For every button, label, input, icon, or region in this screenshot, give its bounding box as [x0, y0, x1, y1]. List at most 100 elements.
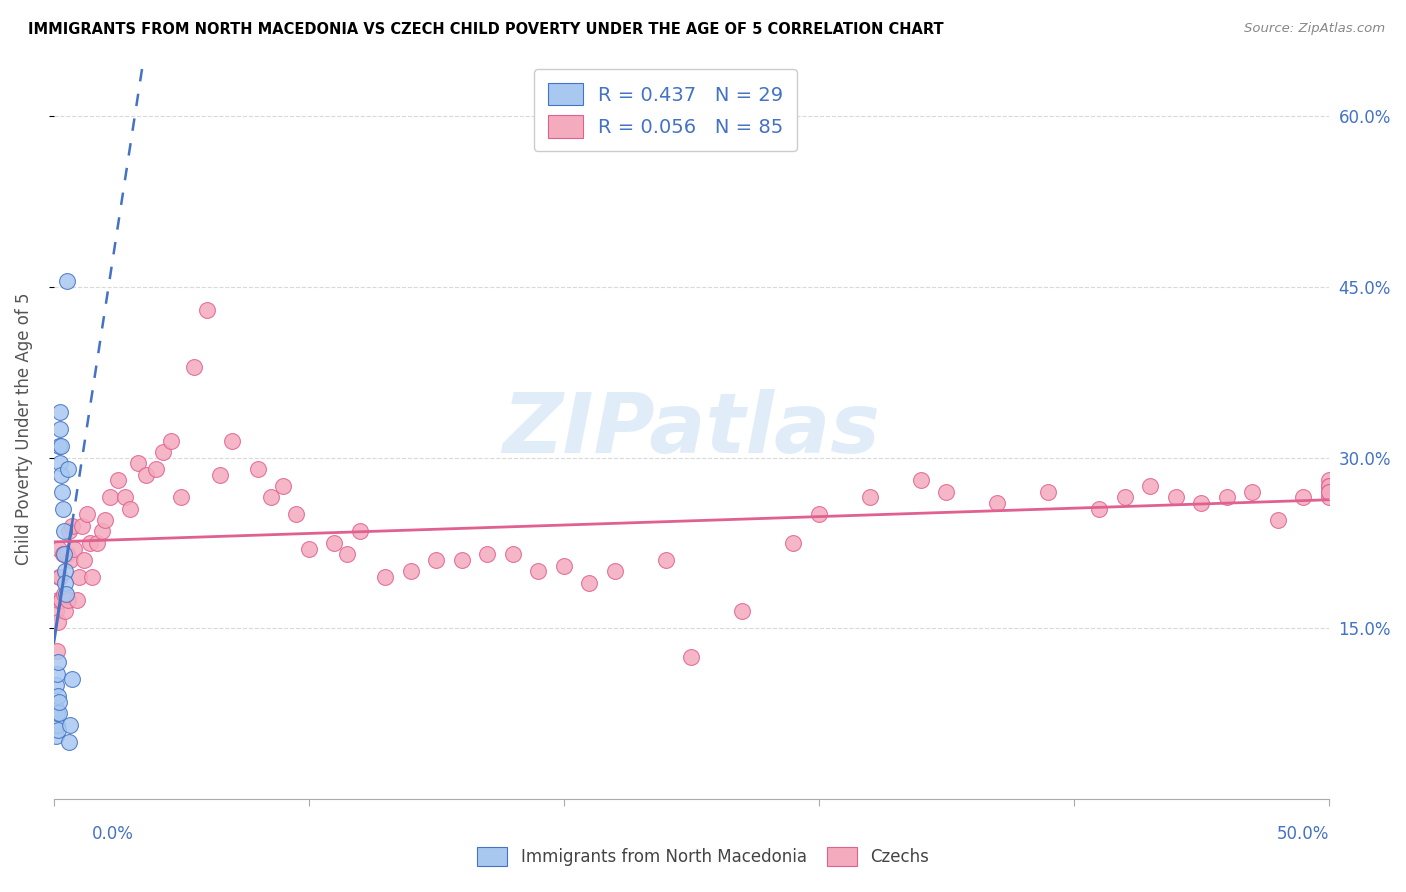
Point — [48, 570, 70, 584]
Point — [53, 564, 76, 578]
Point — [46, 706, 69, 721]
Point — [195, 302, 218, 317]
Point — [48, 706, 70, 721]
Point — [56, 592, 79, 607]
Point — [49, 570, 72, 584]
Point — [55, 587, 77, 601]
Point — [45, 729, 67, 743]
Point — [183, 359, 205, 374]
Point — [1189, 496, 1212, 510]
Point — [425, 553, 447, 567]
Point — [170, 491, 193, 505]
Point — [1317, 473, 1340, 487]
Point — [79, 536, 101, 550]
Point — [502, 547, 524, 561]
Point — [1292, 491, 1315, 505]
Point — [1088, 501, 1111, 516]
Point — [60, 518, 83, 533]
Point — [52, 501, 75, 516]
Point — [55, 547, 77, 561]
Point — [527, 564, 550, 578]
Point — [52, 547, 75, 561]
Point — [66, 592, 89, 607]
Point — [374, 570, 396, 584]
Point — [49, 592, 72, 607]
Point — [450, 553, 472, 567]
Point — [91, 524, 114, 539]
Point — [45, 700, 67, 714]
Point — [1241, 484, 1264, 499]
Point — [52, 524, 75, 539]
Point — [578, 575, 600, 590]
Point — [94, 513, 117, 527]
Point — [107, 473, 129, 487]
Point — [46, 723, 69, 738]
Point — [51, 484, 73, 499]
Point — [1317, 479, 1340, 493]
Point — [208, 467, 231, 482]
Point — [1038, 484, 1060, 499]
Point — [859, 491, 882, 505]
Point — [349, 524, 371, 539]
Point — [681, 649, 703, 664]
Point — [48, 695, 70, 709]
Point — [807, 508, 830, 522]
Point — [55, 274, 77, 288]
Point — [986, 496, 1008, 510]
Point — [58, 524, 80, 539]
Legend: Immigrants from North Macedonia, Czechs: Immigrants from North Macedonia, Czechs — [468, 838, 938, 875]
Point — [53, 587, 76, 601]
Point — [1139, 479, 1161, 493]
Point — [152, 445, 174, 459]
Point — [298, 541, 321, 556]
Point — [56, 462, 79, 476]
Point — [221, 434, 243, 448]
Point — [98, 491, 121, 505]
Point — [73, 553, 96, 567]
Point — [1317, 479, 1340, 493]
Point — [731, 604, 754, 618]
Point — [53, 604, 76, 618]
Point — [58, 735, 80, 749]
Point — [63, 541, 86, 556]
Point — [1114, 491, 1136, 505]
Point — [603, 564, 626, 578]
Point — [59, 553, 82, 567]
Point — [49, 405, 72, 419]
Point — [120, 501, 142, 516]
Point — [285, 508, 308, 522]
Point — [782, 536, 804, 550]
Point — [48, 541, 70, 556]
Point — [160, 434, 183, 448]
Point — [336, 547, 359, 561]
Point — [135, 467, 157, 482]
Text: IMMIGRANTS FROM NORTH MACEDONIA VS CZECH CHILD POVERTY UNDER THE AGE OF 5 CORREL: IMMIGRANTS FROM NORTH MACEDONIA VS CZECH… — [28, 22, 943, 37]
Point — [259, 491, 281, 505]
Text: Source: ZipAtlas.com: Source: ZipAtlas.com — [1244, 22, 1385, 36]
Point — [46, 690, 69, 704]
Point — [1317, 484, 1340, 499]
Point — [70, 518, 93, 533]
Point — [60, 673, 83, 687]
Y-axis label: Child Poverty Under the Age of 5: Child Poverty Under the Age of 5 — [15, 293, 32, 566]
Point — [45, 718, 67, 732]
Point — [553, 558, 575, 573]
Point — [48, 439, 70, 453]
Point — [76, 508, 98, 522]
Point — [45, 644, 67, 658]
Point — [48, 655, 70, 669]
Text: ZIPatlas: ZIPatlas — [502, 389, 880, 470]
Point — [1216, 491, 1239, 505]
Point — [51, 467, 73, 482]
Point — [49, 422, 72, 436]
Point — [48, 615, 70, 630]
Point — [273, 479, 295, 493]
Text: 50.0%: 50.0% — [1277, 825, 1329, 843]
Point — [910, 473, 932, 487]
Point — [45, 604, 67, 618]
Point — [67, 570, 90, 584]
Point — [145, 462, 167, 476]
Point — [1267, 513, 1289, 527]
Point — [127, 456, 149, 470]
Point — [246, 462, 269, 476]
